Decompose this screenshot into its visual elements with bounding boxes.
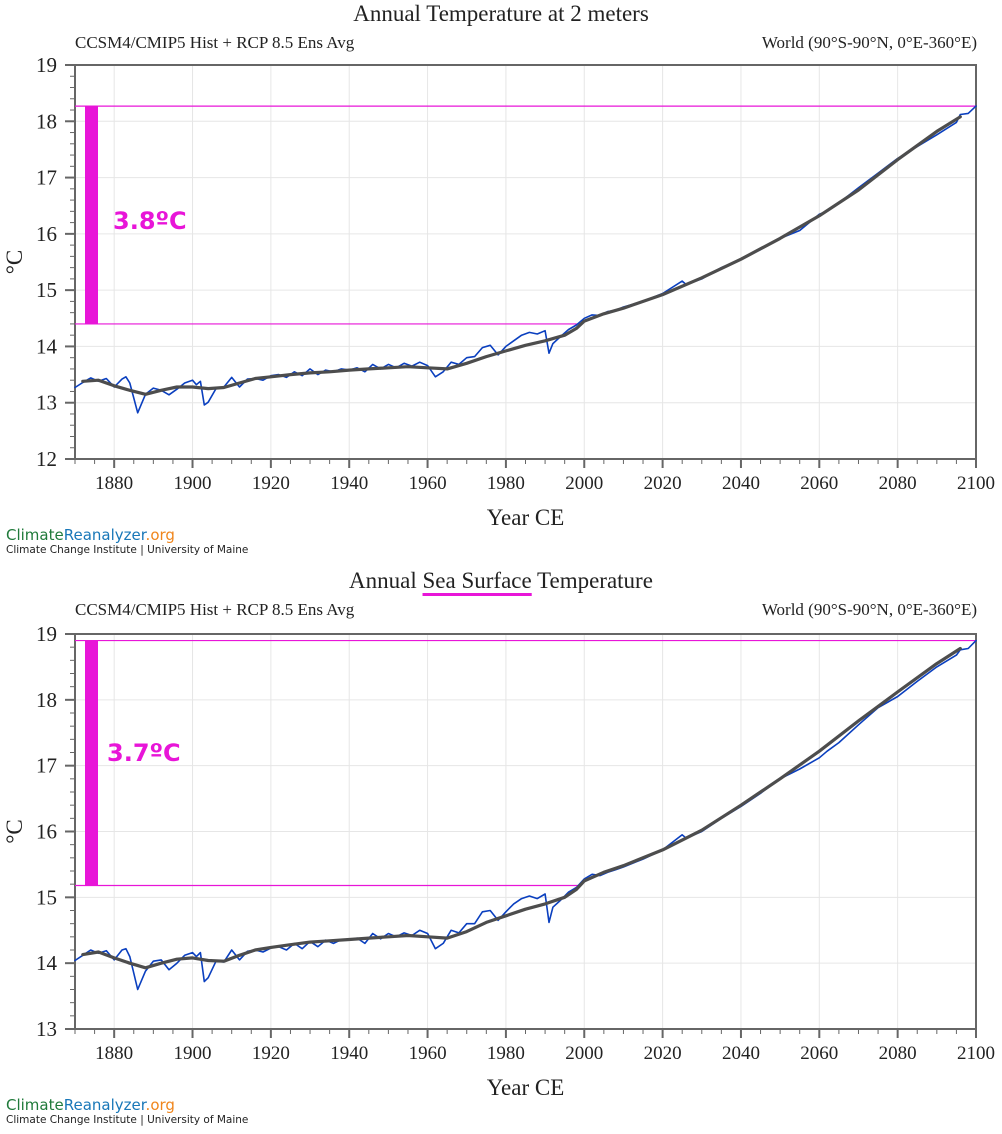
delta-bar: [85, 106, 98, 324]
gridlines: [75, 633, 977, 1030]
y-tick-label: 17: [36, 754, 57, 778]
x-tick-label: 1960: [409, 473, 447, 494]
logo-climate: Climate: [6, 1096, 64, 1114]
logo-org: .org: [145, 526, 175, 544]
x-tick-label: 2060: [800, 1043, 838, 1064]
x-tick-label: 2040: [722, 473, 760, 494]
chart-title: Annual Temperature at 2 meters: [353, 1, 649, 26]
x-tick-label: 2020: [644, 473, 682, 494]
x-tick-label: 2000: [565, 473, 603, 494]
chart-subtitle-region: World (90°S-90°N, 0°E-360°E): [761, 33, 977, 52]
x-axis-label: Year CE: [487, 1075, 565, 1100]
x-tick-label: 2060: [800, 473, 838, 494]
institute-credit: Climate Change Institute | University of…: [6, 544, 249, 556]
x-axis-label: Year CE: [487, 505, 565, 530]
delta-bar: [85, 640, 98, 886]
logo-climate: Climate: [6, 526, 64, 544]
chart-title: Annual Sea Surface Temperature: [349, 568, 653, 593]
y-tick-label: 18: [36, 688, 57, 712]
axis-ticks: 1880 1900 1920 1940 1960 1980 2000 2020 2040 2060…: [36, 53, 995, 494]
title-highlight: Sea Surface: [422, 568, 532, 593]
x-tick-label: 1980: [487, 1043, 525, 1064]
x-tick-label: 2080: [879, 1043, 917, 1064]
chart-panel-sea-surface-temperature: Annual Sea Surface Temperature CCSM4/CMI…: [0, 567, 1002, 1134]
y-tick-label: 16: [36, 820, 57, 844]
y-tick-label: 13: [36, 1017, 57, 1041]
x-tick-label: 1940: [330, 1043, 368, 1064]
smoothed-series-line: [81, 646, 962, 970]
institute-credit: Climate Change Institute | University of…: [6, 1114, 249, 1126]
chart-plot: 1880 1900 1920 1940 1960 1980 2000 2020 2040 2060…: [2, 622, 995, 1100]
x-tick-label: 2000: [565, 1043, 603, 1064]
chart-subtitle-model: CCSM4/CMIP5 Hist + RCP 8.5 Ens Avg: [75, 600, 355, 619]
logo-reanalyzer: Reanalyzer: [63, 526, 146, 544]
y-tick-label: 15: [36, 278, 57, 302]
x-tick-label: 2020: [644, 1043, 682, 1064]
chart-panel-2m-temperature: Annual Temperature at 2 meters CCSM4/CMI…: [2, 1, 995, 557]
axis-ticks: 1880 1900 1920 1940 1960 1980 2000 2020 2040 2060…: [36, 622, 995, 1064]
y-tick-label: 14: [36, 334, 58, 358]
y-tick-label: 16: [36, 222, 57, 246]
x-tick-label: 1920: [252, 1043, 290, 1064]
y-axis-label: °C: [2, 819, 27, 844]
y-tick-label: 15: [36, 885, 57, 909]
y-tick-label: 14: [36, 951, 58, 975]
x-tick-label: 1900: [174, 473, 212, 494]
climate-reanalyzer-logo[interactable]: ClimateReanalyzer.org Climate Change Ins…: [6, 527, 248, 557]
annual-series-line: [74, 105, 977, 414]
x-tick-label: 1880: [95, 1043, 133, 1064]
logo-org: .org: [145, 1096, 175, 1114]
x-tick-label: 2100: [957, 1043, 995, 1064]
smoothed-series-line: [81, 115, 962, 396]
x-tick-label: 1920: [252, 473, 290, 494]
x-tick-label: 1900: [174, 1043, 212, 1064]
chart-subtitle-model: CCSM4/CMIP5 Hist + RCP 8.5 Ens Avg: [75, 33, 355, 52]
y-tick-label: 17: [36, 166, 57, 190]
x-tick-label: 2100: [957, 473, 995, 494]
climate-reanalyzer-logo[interactable]: ClimateReanalyzer.org Climate Change Ins…: [6, 1097, 248, 1127]
x-tick-label: 1960: [409, 1043, 447, 1064]
logo-reanalyzer: Reanalyzer: [63, 1096, 146, 1114]
y-tick-label: 19: [36, 53, 57, 77]
chart-plot: 1880 1900 1920 1940 1960 1980 2000 2020 2040 2060…: [2, 53, 995, 530]
y-tick-label: 18: [36, 109, 57, 133]
x-tick-label: 1980: [487, 473, 525, 494]
x-tick-label: 1940: [330, 473, 368, 494]
x-tick-label: 2080: [879, 473, 917, 494]
y-tick-label: 19: [36, 622, 57, 646]
chart-subtitle-region: World (90°S-90°N, 0°E-360°E): [761, 600, 977, 619]
delta-annotation: 3.8ºC: [113, 207, 187, 235]
y-tick-label: 13: [36, 391, 57, 415]
delta-annotation: 3.7ºC: [107, 739, 181, 767]
y-axis-label: °C: [2, 250, 27, 275]
x-tick-label: 2040: [722, 1043, 760, 1064]
annual-series-line: [74, 639, 977, 991]
y-tick-label: 12: [36, 447, 57, 471]
x-tick-label: 1880: [95, 473, 133, 494]
